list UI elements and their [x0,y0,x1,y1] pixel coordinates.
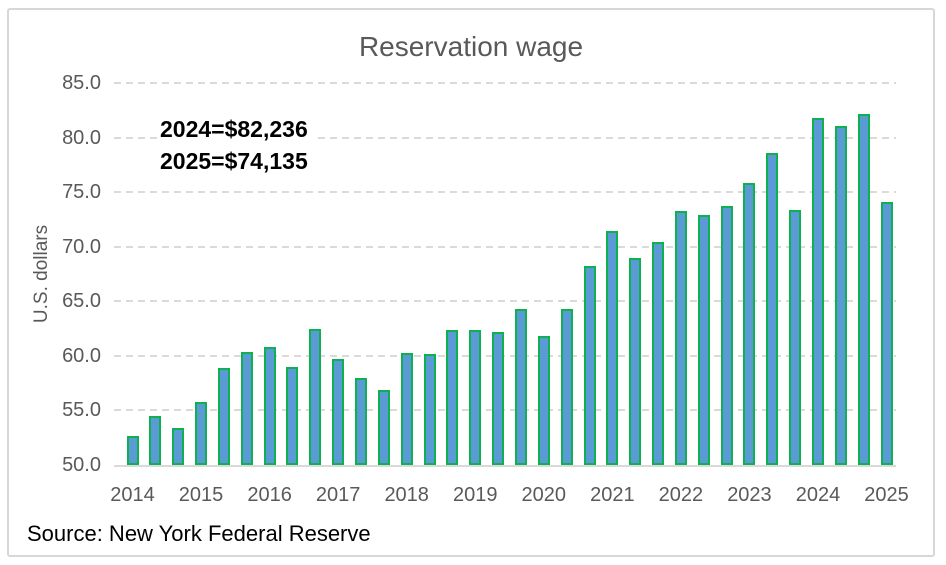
bar-2024-2 [834,125,847,465]
gridline-55 [114,409,896,412]
annotation-box: 2024=$82,236 2025=$74,135 [158,111,318,179]
x-tick-label-2021: 2021 [590,484,635,506]
bar-2023-3 [789,209,802,465]
y-tick-label-65.0: 65.0 [62,290,101,313]
x-tick-label-2020: 2020 [521,484,567,506]
bar-2022-3 [720,206,733,465]
gridline-60 [114,354,896,357]
bar-2019-3 [514,308,527,465]
gridline-75 [114,191,896,194]
bar-2020-1 [537,336,550,465]
x-tick-label-2022: 2022 [658,484,704,506]
gridline-65 [114,300,896,303]
bar-2014-3 [172,427,185,465]
annotation-line-2025: 2025=$74,135 [160,148,308,174]
bar-2023-2 [766,152,779,465]
bar-2021-1 [606,231,619,465]
bar-2023-1 [743,183,756,465]
x-tick-label-2018: 2018 [384,484,429,506]
y-tick-label-50.0: 50.0 [62,454,101,476]
bar-2015-3 [240,351,253,465]
bar-2015-2 [217,367,230,465]
bar-2016-1 [263,347,276,465]
chart-title: Reservation wage [358,31,584,62]
x-tick-label-2024: 2024 [795,484,841,506]
bar-2024-3 [857,113,870,465]
y-tick-label-85.0: 85.0 [62,72,101,94]
plot-area [114,82,896,467]
gridline-85 [114,82,896,84]
bar-2015-1 [195,401,208,465]
y-tick-label-80.0: 80.0 [62,126,101,149]
bar-2019-2 [492,331,505,465]
y-tick-label-55.0: 55.0 [62,399,101,422]
bar-2014-1 [126,435,139,465]
bar-2022-1 [674,210,687,465]
annotation-line-2024: 2024=$82,236 [160,116,308,142]
x-tick-label-2025: 2025 [864,484,909,506]
bar-2018-1 [400,352,413,465]
bar-2016-2 [286,366,299,465]
gridline-70 [114,245,896,248]
y-tick-label-70.0: 70.0 [62,235,101,258]
bar-2025-1 [880,201,893,465]
bar-2016-3 [309,328,322,465]
y-tick-label-75.0: 75.0 [62,181,101,204]
bar-2020-2 [560,308,573,465]
bar-2017-2 [355,377,367,465]
bar-2014-2 [149,415,162,465]
bar-2024-1 [812,117,824,465]
x-tick-label-2019: 2019 [453,484,498,506]
bar-2021-2 [629,257,642,465]
x-tick-label-2015: 2015 [178,484,224,506]
x-tick-label-2016: 2016 [247,484,292,506]
bar-2017-3 [377,389,390,465]
bar-2017-1 [332,359,345,465]
y-tick-label-60.0: 60.0 [62,344,101,367]
x-tick-label-2014: 2014 [110,484,155,506]
bar-2020-3 [583,266,596,465]
bar-2018-2 [423,353,436,465]
bar-2018-3 [446,329,459,465]
gridline-80 [114,136,896,139]
bar-2021-3 [652,242,665,465]
x-tick-label-2023: 2023 [727,484,772,506]
x-tick-label-2017: 2017 [315,484,361,506]
source-note: Source: New York Federal Reserve [27,521,371,546]
bar-2019-1 [469,329,482,465]
y-axis-title: U.S. dollars [31,224,52,324]
bar-2022-2 [697,215,710,465]
